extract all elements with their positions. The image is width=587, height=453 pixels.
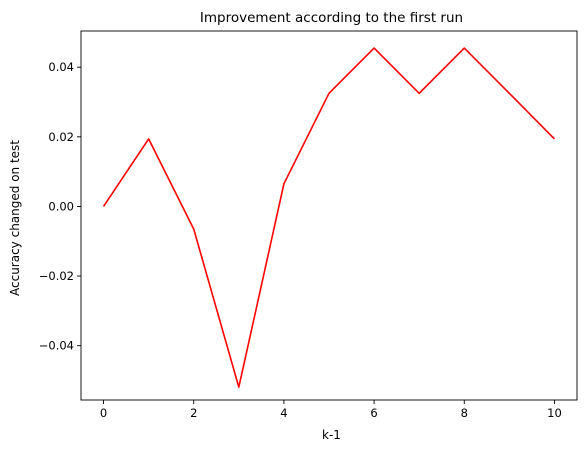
plot-area: 0 2 4 6 8 10 0.04 0.02 0.00 −0.02 −0.04 bbox=[39, 30, 578, 420]
x-tick-label: 10 bbox=[547, 406, 562, 420]
y-tick-label: 0.04 bbox=[48, 60, 74, 74]
x-axis-label: k-1 bbox=[322, 428, 341, 442]
y-tick-label: 0.02 bbox=[48, 130, 74, 144]
plot-frame bbox=[80, 30, 578, 401]
y-tick-label: −0.04 bbox=[39, 339, 74, 353]
y-tick-label: 0.00 bbox=[48, 199, 74, 213]
chart-title: Improvement according to the first run bbox=[200, 10, 463, 26]
x-tick-label: 8 bbox=[461, 406, 468, 420]
x-tick-label: 2 bbox=[190, 406, 197, 420]
series-line-0 bbox=[102, 47, 556, 388]
x-tick-label: 6 bbox=[370, 406, 377, 420]
x-tick-label: 0 bbox=[100, 406, 107, 420]
y-axis-label: Accuracy changed on test bbox=[8, 140, 22, 296]
y-tick-label: −0.02 bbox=[39, 269, 74, 283]
x-tick-label: 4 bbox=[280, 406, 287, 420]
